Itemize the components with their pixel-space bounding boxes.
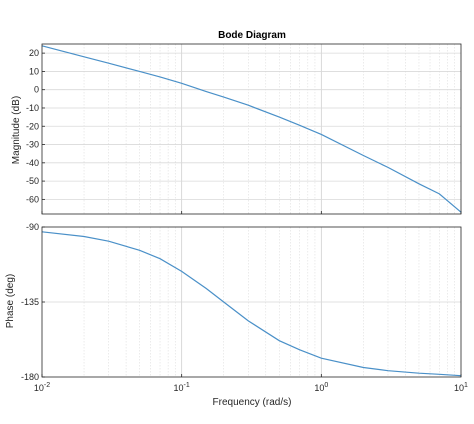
magnitude-y-tick-label: -20 xyxy=(26,121,39,131)
phase-panel: -90 -135 -180 xyxy=(21,222,462,382)
magnitude-y-tick-label: -10 xyxy=(26,103,39,113)
magnitude-series-line xyxy=(41,45,462,213)
phase-y-tick-label: -135 xyxy=(21,297,39,307)
phase-y-tick-label: -90 xyxy=(26,222,39,232)
phase-axes-box xyxy=(41,226,462,378)
phase-y-axis-label: Phase (deg) xyxy=(5,274,16,328)
x-tick-label: 100 xyxy=(314,382,328,393)
magnitude-panel: 20 10 0 -10 -20 -30 -40 -50 -60 xyxy=(26,43,462,215)
chart-title: Bode Diagram xyxy=(218,30,286,41)
magnitude-y-tick-label: -60 xyxy=(26,194,39,204)
x-tick-label: 101 xyxy=(454,382,468,393)
magnitude-axes-box xyxy=(41,43,462,215)
magnitude-y-tick-label: 10 xyxy=(29,66,39,76)
phase-y-tick-label: -180 xyxy=(21,372,39,382)
magnitude-y-tick-label: -50 xyxy=(26,176,39,186)
x-tick-label: 10-2 xyxy=(34,382,50,393)
x-tick-label: 10-1 xyxy=(174,382,190,393)
magnitude-y-tick-label: 20 xyxy=(29,48,39,58)
magnitude-y-axis-label: Magnitude (dB) xyxy=(11,96,22,164)
x-axis-label: Frequency (rad/s) xyxy=(213,397,292,408)
magnitude-y-tick-label: -30 xyxy=(26,140,39,150)
magnitude-y-tick-label: -40 xyxy=(26,158,39,168)
magnitude-y-tick-label: 0 xyxy=(34,85,39,95)
phase-series-line xyxy=(41,231,462,377)
